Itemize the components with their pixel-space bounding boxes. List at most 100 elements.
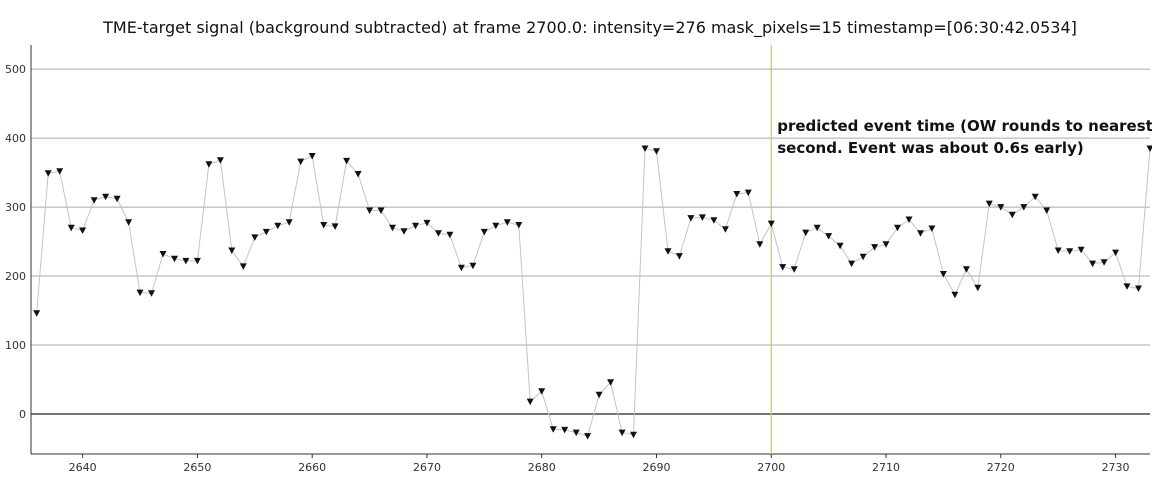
- data-point: [457, 264, 465, 272]
- data-point: [917, 230, 924, 237]
- data-point: [584, 433, 592, 440]
- data-point: [423, 219, 431, 227]
- x-tick-label: 2650: [183, 461, 211, 474]
- data-point: [469, 262, 477, 270]
- data-point: [526, 398, 534, 406]
- data-point: [1077, 246, 1085, 254]
- x-tick-label: 2730: [1102, 461, 1130, 474]
- data-point: [159, 251, 167, 258]
- x-tick-label: 2720: [987, 461, 1015, 474]
- data-point: [974, 284, 982, 292]
- data-point: [698, 214, 706, 221]
- data-point: [446, 231, 454, 239]
- data-point: [836, 242, 844, 250]
- data-point: [618, 429, 626, 437]
- data-point: [630, 431, 637, 439]
- data-point: [848, 260, 856, 268]
- data-point: [377, 207, 385, 214]
- data-point: [951, 291, 959, 299]
- data-point: [1043, 207, 1051, 214]
- data-point: [285, 219, 293, 226]
- data-point: [412, 222, 419, 230]
- data-point: [710, 217, 718, 224]
- data-point: [205, 161, 213, 168]
- data-point: [653, 148, 660, 155]
- series-line: [36, 147, 1151, 437]
- y-tick-label: 400: [5, 132, 26, 145]
- x-tick-label: 2690: [642, 461, 670, 474]
- data-point: [859, 253, 867, 261]
- x-tick-label: 2700: [757, 461, 785, 474]
- data-point: [515, 222, 523, 229]
- data-point: [251, 234, 259, 241]
- data-point: [274, 222, 282, 230]
- data-point: [354, 171, 362, 178]
- data-point: [928, 225, 936, 232]
- data-point: [767, 220, 775, 228]
- data-point: [297, 158, 305, 166]
- data-point: [262, 228, 270, 236]
- chart-title: TME-target signal (background subtracted…: [103, 18, 1077, 37]
- data-point: [331, 223, 339, 230]
- data-point: [102, 193, 110, 201]
- data-point: [779, 264, 787, 271]
- data-point: [721, 226, 729, 233]
- data-point: [320, 222, 328, 229]
- data-point: [193, 257, 201, 265]
- data-point: [366, 207, 374, 214]
- data-point: [239, 263, 247, 270]
- data-point: [171, 255, 178, 263]
- data-point: [343, 157, 351, 165]
- data-point: [549, 426, 557, 433]
- data-point: [1112, 249, 1120, 257]
- data-point: [595, 391, 603, 399]
- data-point: [1008, 211, 1016, 219]
- data-point: [687, 215, 695, 222]
- data-point: [825, 233, 833, 240]
- data-point: [572, 429, 580, 437]
- data-point: [894, 224, 901, 232]
- x-tick-label: 2710: [872, 461, 900, 474]
- data-point: [33, 310, 41, 317]
- text-labels: 0 100 200 300 400 500 2640 2650 2660 2670 2680 2690…: [5, 63, 1152, 474]
- data-point: [434, 230, 442, 237]
- data-point: [216, 157, 224, 164]
- series-intensity: [33, 145, 1152, 440]
- data-point: [228, 247, 236, 254]
- axes: [30, 45, 1150, 458]
- data-point: [44, 170, 52, 177]
- y-tick-label: 500: [5, 63, 26, 76]
- data-point: [1089, 260, 1097, 268]
- data-point: [400, 228, 408, 235]
- x-tick-label: 2680: [528, 461, 556, 474]
- data-point: [802, 229, 810, 237]
- data-point: [1100, 259, 1108, 266]
- x-tick-label: 2640: [69, 461, 97, 474]
- data-point: [503, 219, 511, 226]
- data-point: [1066, 248, 1074, 255]
- y-tick-label: 300: [5, 201, 26, 214]
- data-point: [985, 200, 993, 208]
- annotation-text: predicted event time (OW rounds to neare…: [777, 117, 1152, 135]
- y-tick-label: 0: [19, 408, 26, 421]
- data-point: [813, 224, 821, 232]
- data-point: [871, 244, 879, 251]
- x-tick-label: 2670: [413, 461, 441, 474]
- data-point: [939, 271, 947, 278]
- data-point: [664, 248, 672, 255]
- data-point: [1020, 204, 1028, 211]
- data-point: [962, 266, 970, 273]
- data-point: [675, 253, 683, 260]
- x-tick-label: 2660: [298, 461, 326, 474]
- data-point: [492, 222, 500, 230]
- data-point: [148, 290, 155, 297]
- data-point: [538, 388, 546, 395]
- data-point: [1146, 145, 1152, 152]
- data-point: [882, 241, 890, 248]
- data-point: [308, 153, 316, 160]
- data-point: [1031, 193, 1039, 201]
- data-point: [480, 228, 488, 236]
- data-point: [756, 241, 764, 248]
- data-point: [561, 426, 569, 434]
